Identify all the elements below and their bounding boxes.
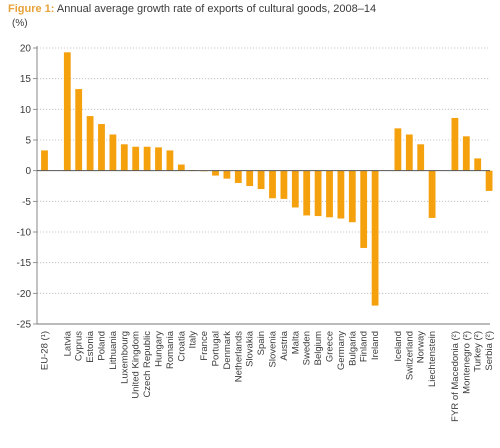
x-category-label: Cyprus <box>74 331 85 361</box>
figure-number: Figure 1: <box>8 3 55 15</box>
x-category-label: EU-28 (¹) <box>40 331 51 370</box>
bar <box>462 136 470 171</box>
bar <box>417 144 425 171</box>
x-category-label: Latvia <box>62 330 73 356</box>
bar <box>143 146 151 171</box>
x-category-label: Slovakia <box>245 330 256 367</box>
bar <box>212 170 219 176</box>
x-category-label: Spain <box>256 331 267 355</box>
x-category-label: Italy <box>188 331 199 349</box>
bar <box>63 52 71 171</box>
bar <box>394 128 402 171</box>
x-category-label: FYR of Macedonia (²) <box>450 331 461 422</box>
x-category-label: Austria <box>279 330 290 360</box>
x-category-label: United Kingdom <box>131 331 142 399</box>
bar <box>223 170 231 179</box>
bar <box>269 170 276 199</box>
x-category-label: Greece <box>325 331 336 362</box>
bar <box>303 170 311 216</box>
x-category-label: Romania <box>165 330 176 369</box>
y-axis-ticks: 20 15 10 5 0 -5 -10 -15 -20 -25 <box>17 44 37 331</box>
x-category-label: Belgium <box>313 331 324 365</box>
y-tick-label: 20 <box>20 44 32 55</box>
x-axis-labels: EU-28 (¹) Latvia Cyprus Estonia Poland Lithua… <box>40 330 496 422</box>
x-category-label: Germany <box>336 331 347 370</box>
bar <box>166 150 174 171</box>
x-category-label: Netherlands <box>233 331 244 382</box>
bar <box>474 158 482 171</box>
bar <box>257 170 265 190</box>
x-category-label: Lithuania <box>108 330 119 369</box>
x-category-label: Turkey (²) <box>473 331 484 372</box>
bar <box>155 147 162 171</box>
bar <box>234 170 242 183</box>
bar <box>109 134 117 171</box>
bar <box>371 170 379 306</box>
figure-title-text: Annual average growth rate of exports of… <box>56 3 377 15</box>
bar <box>314 170 322 217</box>
y-tick-label: 10 <box>20 105 32 116</box>
bar <box>405 134 413 171</box>
axes <box>36 46 490 325</box>
y-tick-label: -5 <box>22 197 31 208</box>
bar <box>360 170 368 248</box>
x-category-label: Bulgaria <box>347 330 358 366</box>
x-category-label: Serbia (²) <box>484 331 495 371</box>
bar <box>98 124 105 171</box>
bar <box>246 170 254 186</box>
x-category-label: Czech Republic <box>142 331 153 398</box>
x-category-label: Denmark <box>222 331 233 370</box>
x-category-label: Switzerland <box>404 331 415 380</box>
figure-title: Figure 1: Annual average growth rate of … <box>8 3 376 15</box>
x-category-label: Malta <box>290 330 301 354</box>
x-category-label: Luxembourg <box>119 331 130 384</box>
x-category-label: Iceland <box>393 331 404 362</box>
x-category-label: France <box>199 331 210 361</box>
y-tick-label: 5 <box>25 136 31 147</box>
bar <box>485 170 493 191</box>
bar <box>337 170 345 219</box>
y-tick-label: -10 <box>17 228 32 239</box>
x-category-label: Liechtenstein <box>427 331 438 387</box>
bar <box>348 170 356 223</box>
bars <box>41 52 493 306</box>
x-category-label: Portugal <box>211 331 222 366</box>
x-category-label: Slovenia <box>268 330 279 367</box>
bar <box>177 164 185 171</box>
bar <box>132 146 140 171</box>
y-tick-label: 15 <box>20 74 32 85</box>
y-tick-label: 0 <box>25 166 31 177</box>
x-category-label: Norway <box>416 331 427 363</box>
bar <box>75 89 83 171</box>
x-category-label: Estonia <box>85 330 96 362</box>
bar <box>291 170 299 208</box>
bar <box>451 117 459 171</box>
x-category-label: Finland <box>359 331 370 362</box>
bar <box>120 144 128 171</box>
y-axis-unit: (%) <box>12 18 28 29</box>
bar <box>428 170 436 218</box>
x-category-label: Sweden <box>302 331 313 365</box>
bar <box>326 170 333 218</box>
bar <box>86 116 94 171</box>
y-tick-label: -15 <box>17 258 32 269</box>
bar <box>41 150 48 171</box>
x-category-label: Hungary <box>154 331 165 367</box>
x-category-label: Croatia <box>176 330 187 361</box>
x-category-label: Montenegro (²) <box>461 331 472 394</box>
bar <box>280 170 288 199</box>
y-tick-label: -25 <box>17 320 32 331</box>
x-category-label: Ireland <box>370 331 381 360</box>
y-tick-label: -20 <box>17 289 32 300</box>
x-category-label: Poland <box>97 331 108 361</box>
